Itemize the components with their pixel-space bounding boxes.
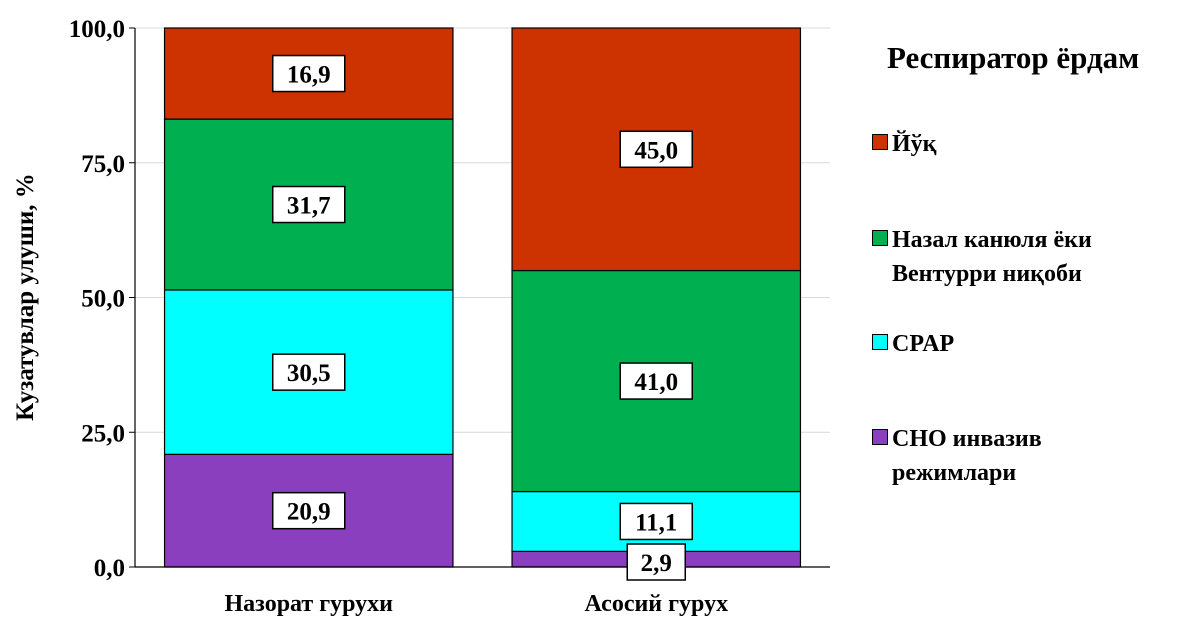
legend-label: CPAP — [892, 327, 954, 361]
y-tick-label: 0,0 — [94, 555, 125, 582]
y-tick-label: 25,0 — [81, 420, 125, 447]
legend-label: Йўқ — [892, 127, 937, 161]
legend-swatch — [872, 134, 888, 150]
y-tick-label: 75,0 — [81, 151, 125, 178]
axes: 0,0 25,0 50,0 75,0 100,0 Назорат гурухи Асосий… — [69, 16, 830, 617]
legend-label: Назал канюля ёки Вентурри ниқоби — [892, 223, 1092, 291]
legend-label-line: режимлари — [892, 460, 1017, 486]
data-label: 2,9 — [641, 550, 672, 577]
y-axis-title: Кузатувлар улуши, % — [12, 173, 39, 421]
data-label-box — [272, 185, 346, 224]
data-label-box — [272, 54, 346, 93]
data-label-box — [272, 491, 346, 530]
legend-title: Респиратор ёрдам — [887, 40, 1140, 75]
legend-item: СНО инвазив режимлари — [872, 422, 1042, 490]
data-label: 11,1 — [635, 509, 677, 536]
data-label: 31,7 — [287, 193, 331, 220]
data-label-box — [626, 543, 686, 581]
legend-label-line: Йўқ — [892, 131, 937, 157]
data-label-box — [619, 362, 693, 400]
data-label: 16,9 — [287, 62, 331, 89]
x-tick-label: Асосий гурух — [584, 591, 728, 617]
y-tick-label: 100,0 — [69, 16, 125, 43]
data-label-box — [619, 130, 693, 169]
data-label: 41,0 — [634, 369, 678, 396]
data-label-box — [272, 353, 346, 391]
data-label: 30,5 — [287, 360, 331, 387]
legend-swatch — [872, 429, 888, 445]
data-label-box — [619, 502, 693, 541]
legend-swatch — [872, 334, 888, 350]
legend-item: Назал канюля ёки Вентурри ниқоби — [872, 223, 1092, 291]
data-label: 20,9 — [287, 499, 331, 526]
legend-label-line: CPAP — [892, 331, 955, 357]
legend-swatch — [872, 230, 888, 246]
x-tick-label: Назорат гурухи — [225, 591, 394, 617]
legend-item: CPAP — [872, 327, 954, 361]
legend-item: Йўқ — [872, 127, 937, 161]
legend-label-line: Назал канюля ёки — [892, 227, 1092, 253]
data-labels: 20,9 30,5 31,7 16,9 2,9 11,1 41,0 45,0 — [272, 54, 693, 581]
y-tick-label: 50,0 — [81, 286, 125, 313]
legend-label: СНО инвазив режимлари — [892, 422, 1042, 490]
data-label: 45,0 — [634, 137, 678, 164]
legend-label-line: Вентурри ниқоби — [892, 261, 1082, 287]
legend-label-line: СНО инвазив — [892, 426, 1042, 452]
